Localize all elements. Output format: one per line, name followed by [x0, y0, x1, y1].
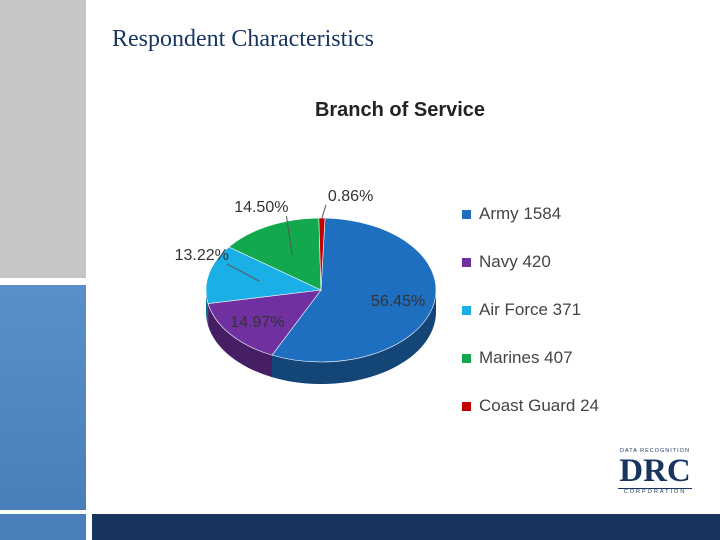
pie-slice-coast-guard [318, 217, 326, 291]
leader-line-coast-guard [321, 204, 327, 219]
pie-chart: 56.45% 14.97% 13.22% 14.50% 0.86% [175, 188, 437, 384]
legend-swatch [462, 209, 471, 219]
pie-label-navy: 14.97% [230, 314, 284, 331]
logo-bottom-text: CORPORATION [623, 489, 687, 495]
legend-label: Coast Guard 24 [479, 396, 600, 415]
leader-line-air-force [226, 263, 260, 282]
pie-slice-marines [228, 217, 322, 291]
legend-label: Army 1584 [479, 204, 562, 223]
pie-side-air-force [206, 290, 209, 326]
legend-swatch [462, 257, 471, 267]
legend-item-air-force: Air Force 371 [462, 299, 581, 321]
leader-line-marines [285, 215, 293, 255]
sidebar-gray-block [0, 0, 86, 278]
pie-label-coast-guard: 0.86% [328, 188, 373, 205]
legend-item-army: Army 1584 [462, 203, 561, 225]
legend-swatch [462, 305, 471, 315]
pie-side-army [271, 290, 436, 384]
pie-side-navy [208, 303, 272, 378]
pie-label-army: 56.45% [371, 293, 425, 310]
legend-item-coast-guard: Coast Guard 24 [462, 395, 599, 417]
legend-label: Air Force 371 [479, 300, 582, 319]
footer-bar [0, 514, 720, 540]
pie-slice-air-force [205, 246, 323, 304]
legend-label: Navy 420 [479, 252, 551, 271]
logo-main-text: DRC [619, 453, 691, 489]
logo-rule [618, 488, 692, 489]
pie-label-air-force: 13.22% [175, 247, 229, 264]
pie-slice-army [271, 217, 437, 363]
drc-logo: DATA RECOGNITION DRC CORPORATION [616, 448, 694, 496]
slide-title: Respondent Characteristics [112, 26, 374, 52]
legend-swatch [462, 353, 471, 363]
legend-item-navy: Navy 420 [462, 251, 551, 273]
legend-swatch [462, 401, 471, 411]
legend-item-marines: Marines 407 [462, 347, 573, 369]
legend-label: Marines 407 [479, 348, 573, 367]
pie-slice-navy [207, 289, 322, 356]
sidebar-blue-block [0, 285, 86, 510]
footer-bar-gap [86, 514, 92, 540]
logo-top-text: DATA RECOGNITION [620, 448, 690, 454]
chart-title: Branch of Service [314, 99, 486, 121]
pie-label-marines: 14.50% [234, 199, 288, 216]
footer-bar-accent [0, 514, 86, 540]
